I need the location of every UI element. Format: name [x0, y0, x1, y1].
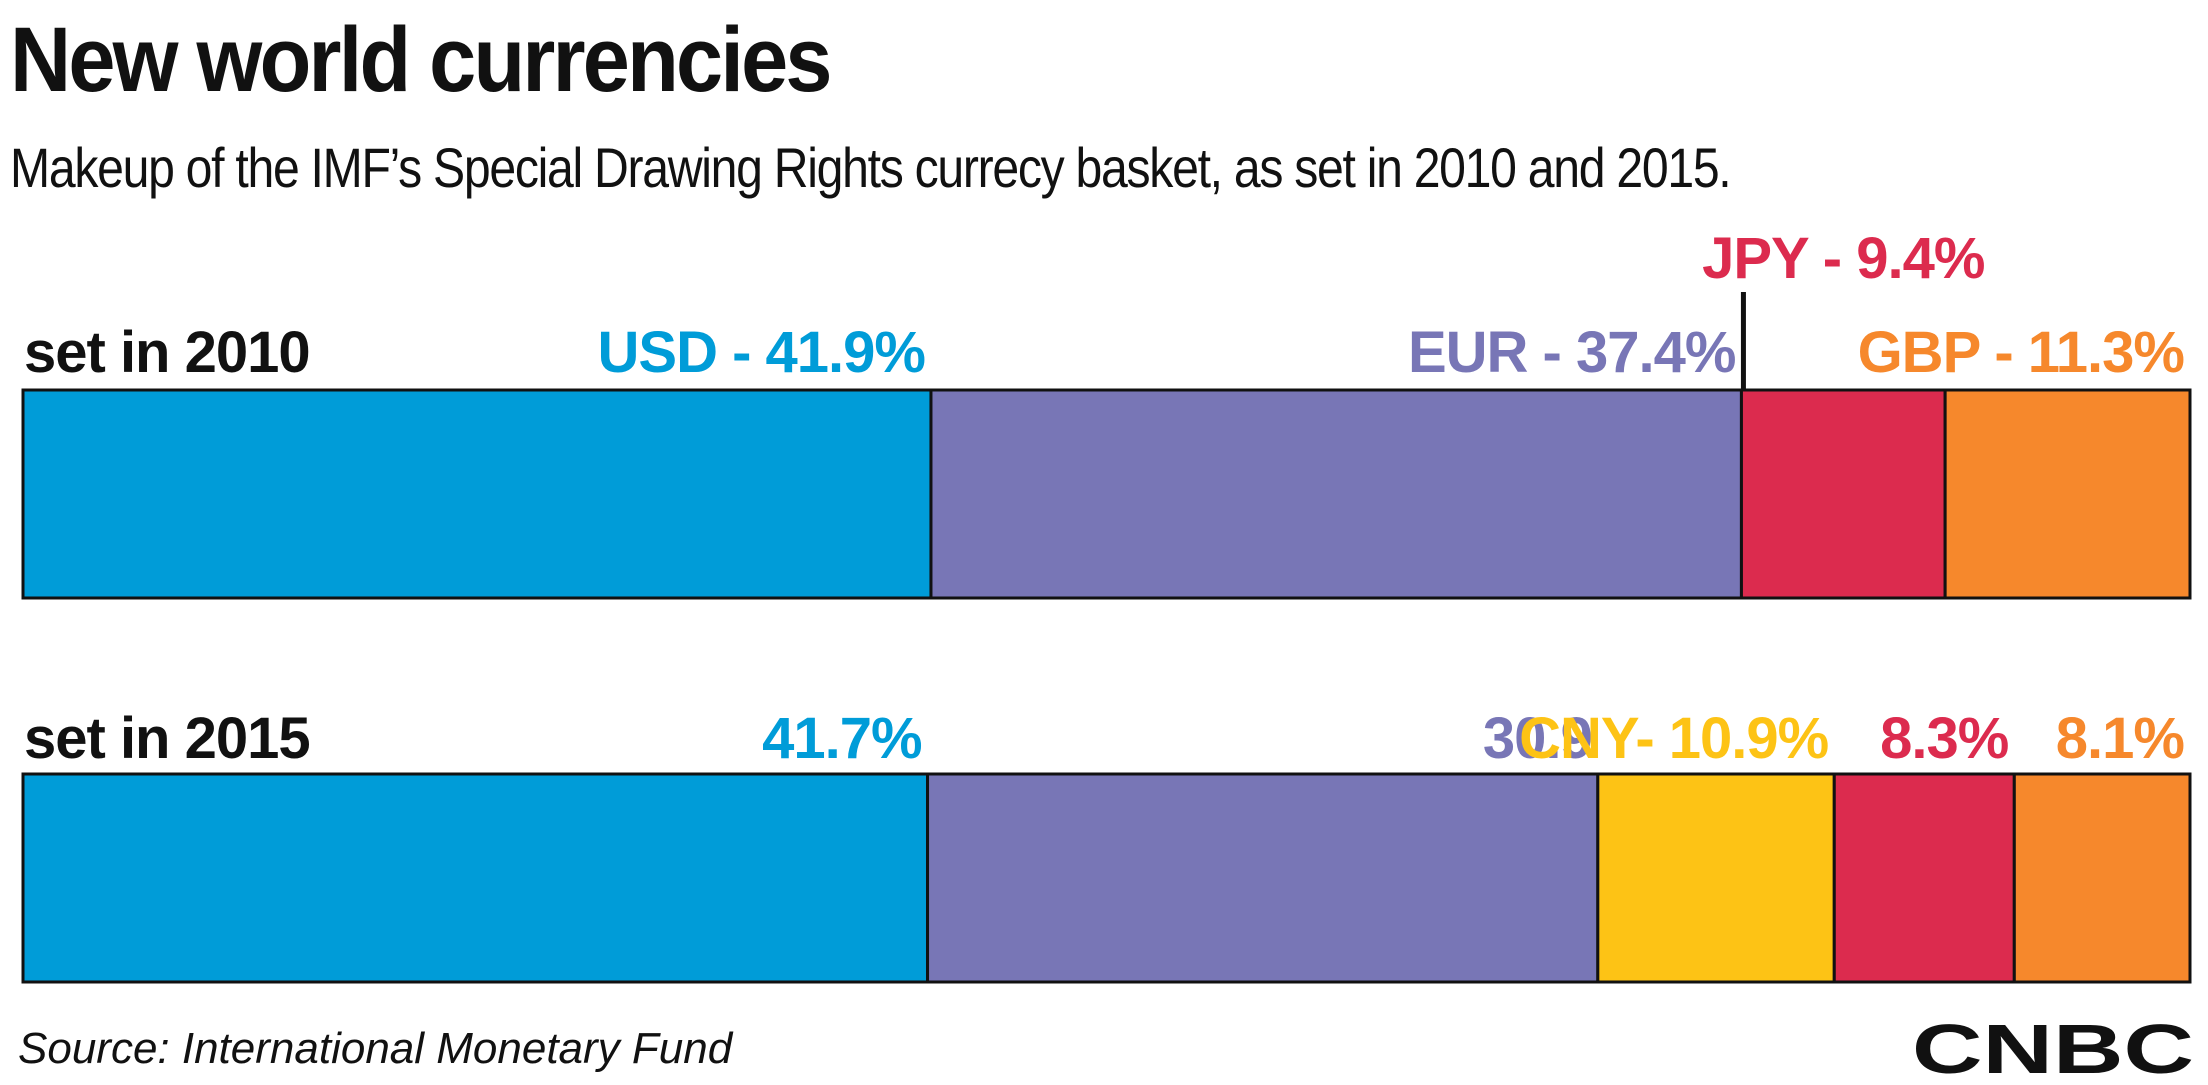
chart-subtitle: Makeup of the IMF’s Special Drawing Righ…: [10, 136, 1732, 199]
value-label-eur-set-in-2015: 30.9: [1483, 706, 1592, 771]
value-label-eur-set-in-2010: EUR - 37.4%: [1408, 320, 1736, 385]
bar-segment-jpy-set-in-2010: [1739, 388, 1947, 600]
value-label-cny-set-in-2015: CNY- 10.9%: [1519, 706, 1829, 771]
bar-segment-eur-set-in-2010: [929, 388, 1743, 600]
bar-segment-gbp-set-in-2015: [2012, 772, 2192, 984]
bar-segment-eur-set-in-2015: [926, 772, 1600, 984]
value-label-usd-set-in-2015: 41.7%: [762, 706, 922, 771]
source-note: Source: International Monetary Fund: [18, 1024, 733, 1073]
value-label-gbp-set-in-2010: GBP - 11.3%: [1858, 320, 2185, 385]
value-label-gbp-set-in-2015: 8.1%: [2056, 706, 2185, 771]
category-label-set-in-2015: set in 2015: [24, 706, 310, 771]
value-label-jpy-set-in-2015: 8.3%: [1880, 706, 2009, 771]
bar-segment-jpy-set-in-2015: [1832, 772, 2016, 984]
bar-segment-cny-set-in-2015: [1596, 772, 1836, 984]
bar-segment-usd-set-in-2015: [21, 772, 930, 984]
svg-text:CNBC: CNBC: [1912, 1013, 2194, 1085]
chart-title: New world currencies: [10, 9, 832, 111]
bar-segment-gbp-set-in-2010: [1943, 388, 2192, 600]
cnbc-logo: CNBC: [1912, 1013, 2194, 1085]
bar-segment-usd-set-in-2010: [21, 388, 933, 600]
category-label-set-in-2010: set in 2010: [24, 320, 310, 385]
value-label-jpy-set-in-2010: JPY - 9.4%: [1702, 226, 1985, 291]
value-label-usd-set-in-2010: USD - 41.9%: [598, 320, 926, 385]
